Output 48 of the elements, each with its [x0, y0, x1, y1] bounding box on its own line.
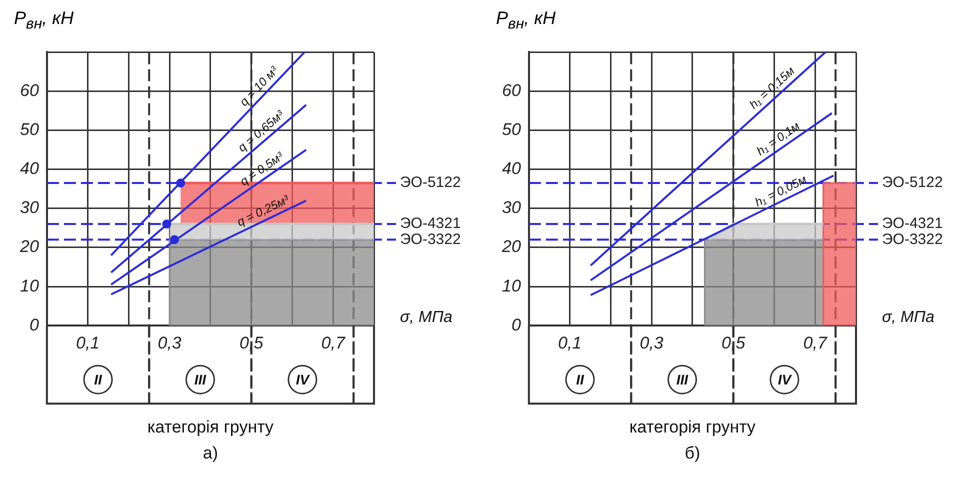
y-axis-title: P$_{вн}$, кН	[495, 8, 557, 34]
text: б)	[684, 443, 700, 462]
text: h₁ = 0,05м	[752, 172, 809, 210]
y-tick-label: 0	[29, 315, 40, 334]
y-tick-label: 10	[502, 276, 522, 296]
point	[162, 220, 172, 229]
x-tick-label: 0,3	[158, 334, 182, 353]
y-tick-label: 50	[20, 120, 40, 140]
y-tick-label: 30	[502, 198, 522, 218]
text: III	[194, 371, 208, 388]
y-tick-label: 60	[20, 80, 40, 100]
text: IV	[296, 371, 311, 388]
text: II	[576, 371, 586, 388]
y-tick-label: 20	[500, 237, 522, 256]
y-tick-label: 40	[502, 159, 522, 178]
y-tick-label: 0	[511, 315, 522, 334]
text: II	[94, 371, 104, 388]
x-tick-label: 0,7	[803, 334, 828, 353]
text: категорія грунту	[629, 417, 756, 436]
x-tick-label: 0,5	[240, 334, 264, 353]
ref-line-label: ЭО-3322	[400, 230, 461, 248]
y-axis-title: P$_{вн}$, кН	[13, 8, 75, 34]
text: категорія грунту	[147, 417, 274, 436]
text: а)	[202, 443, 218, 462]
x-tick-label: 0,5	[722, 334, 746, 353]
y-tick-label: 30	[20, 198, 40, 218]
ref-line-label: ЭО-4321	[400, 215, 461, 232]
y-tick-label: 40	[20, 159, 40, 178]
y-tick-label: 20	[18, 237, 40, 256]
ref-line-label: ЭО-3322	[882, 230, 943, 248]
ref-line-label: ЭО-5122	[400, 174, 461, 192]
text: h₁ = 0,1м	[754, 118, 802, 158]
x-tick-label: 0,1	[558, 334, 582, 353]
x-axis-title: σ, МПа	[882, 309, 934, 326]
text: III	[676, 371, 690, 388]
ref-line-label: ЭО-4321	[882, 215, 943, 232]
x-tick-label: 0,1	[76, 334, 100, 353]
y-tick-label: 10	[20, 276, 40, 296]
x-tick-label: 0,3	[640, 334, 664, 353]
y-tick-label: 60	[502, 80, 522, 100]
x-axis-title: σ, МПа	[400, 309, 452, 326]
ref-line-label: ЭО-5122	[882, 174, 943, 192]
point	[176, 178, 186, 188]
x-tick-label: 0,7	[321, 334, 346, 353]
y-tick-label: 50	[502, 120, 522, 140]
text: IV	[778, 371, 793, 388]
point	[170, 235, 179, 244]
text: q = 10 м³	[236, 62, 282, 109]
